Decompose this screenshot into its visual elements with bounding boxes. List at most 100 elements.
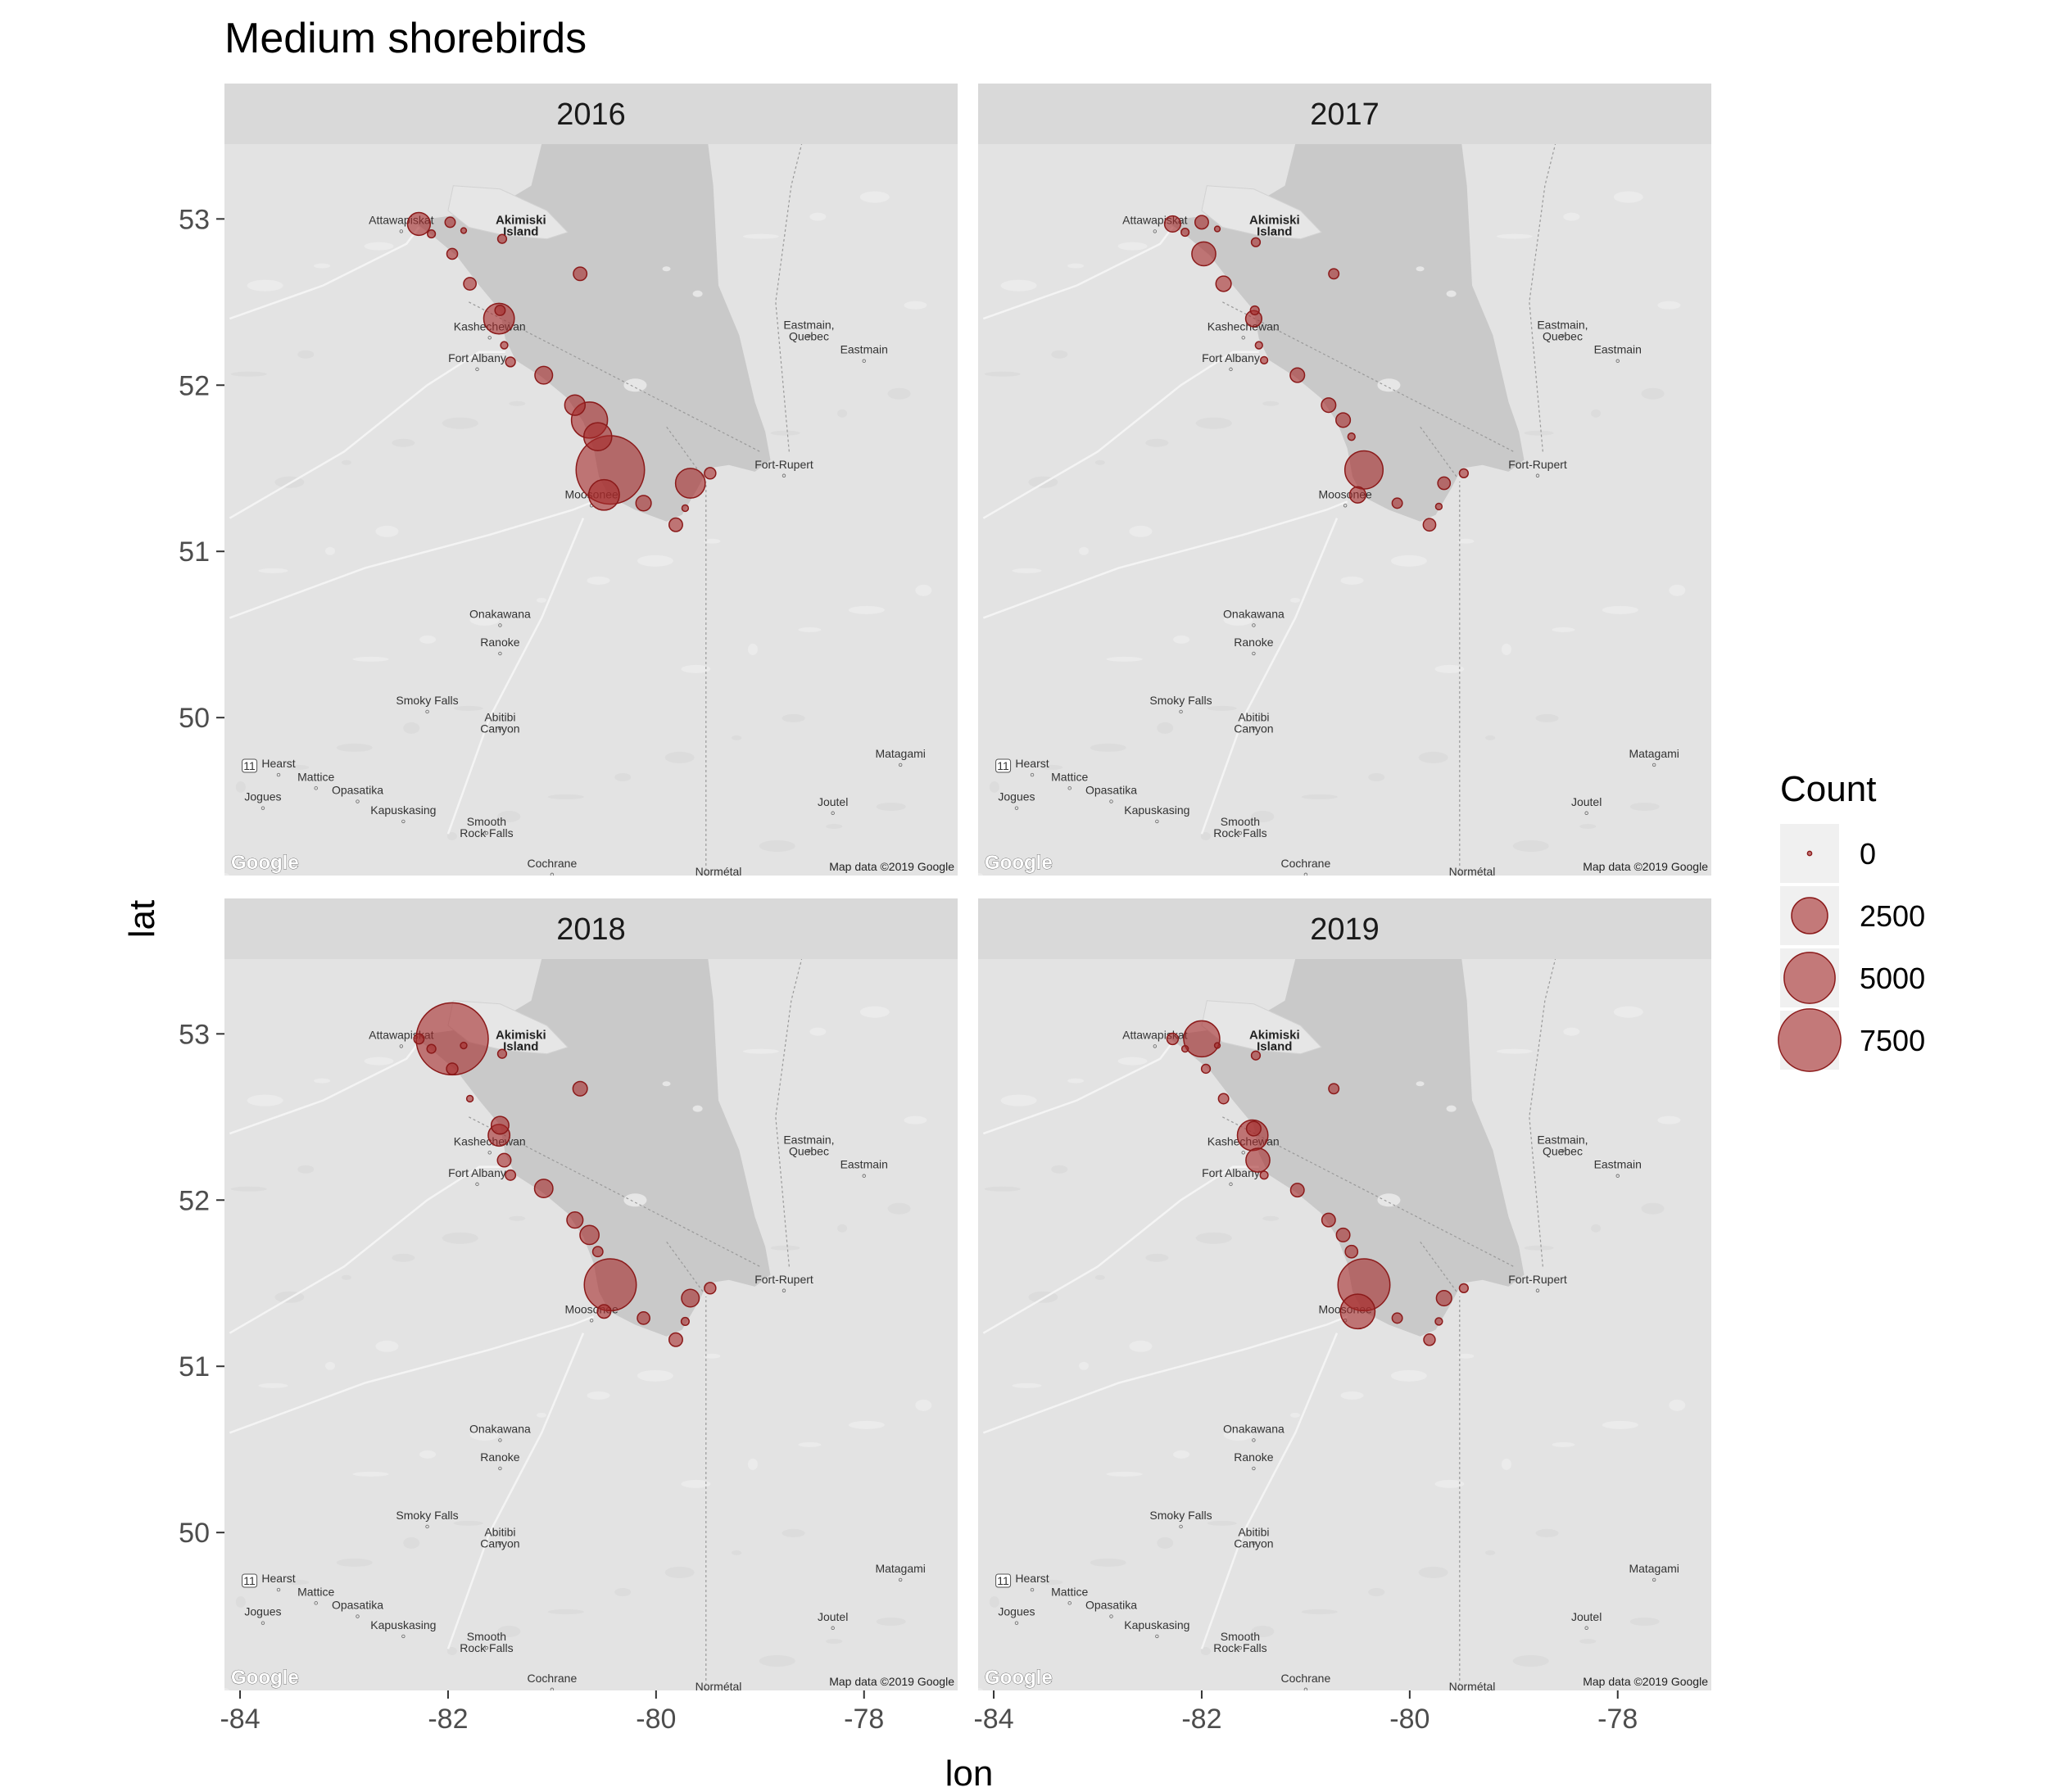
highway-11-label: 11	[997, 1574, 1009, 1587]
facet-strip	[978, 898, 1711, 959]
place-label: Eastmain, Quebec	[1537, 1133, 1588, 1157]
survey-point	[583, 1258, 637, 1312]
terrain-patch	[1512, 839, 1549, 852]
y-tick-label: 52	[179, 1185, 210, 1216]
y-tick-label: 53	[179, 1019, 210, 1050]
survey-point	[681, 504, 690, 513]
terrain-patch	[1390, 1369, 1427, 1382]
terrain-patch	[1579, 823, 1597, 829]
x-tick-label: -84	[220, 1704, 260, 1735]
highway-11-shield	[995, 758, 1012, 773]
terrain-patch	[876, 1617, 906, 1626]
place-marker	[1584, 811, 1588, 815]
small-island	[692, 1105, 703, 1112]
place-label: Eastmain	[1594, 1158, 1642, 1171]
facet-panel-2017: 2017 Akimiski IslandAttawapiskatKashechewa…	[978, 84, 1711, 876]
place-marker	[1252, 651, 1256, 656]
boundary-line	[469, 1116, 761, 1267]
survey-point	[680, 1316, 690, 1327]
terrain-patch	[1657, 1115, 1681, 1125]
terrain-patch	[704, 1353, 721, 1359]
terrain-patch	[324, 546, 335, 555]
terrain-patch	[1501, 1458, 1511, 1470]
place-label: Cochrane	[528, 857, 578, 870]
terrain-patch	[1145, 1253, 1169, 1262]
terrain-patch	[1157, 1536, 1174, 1549]
map-attribution: Map data ©2019 Google	[829, 860, 954, 873]
place-marker	[1153, 1044, 1158, 1048]
terrain-patch	[258, 1382, 288, 1388]
place-label: Ranoke	[1234, 1450, 1273, 1464]
survey-point	[1339, 1293, 1376, 1330]
survey-point	[406, 211, 432, 237]
place-marker	[1272, 1044, 1277, 1048]
place-marker	[519, 229, 523, 233]
highway-11-label: 11	[243, 1574, 256, 1587]
place-label: Fort Albany	[448, 351, 506, 364]
terrain-patch	[1067, 1078, 1085, 1084]
place-marker	[862, 1174, 866, 1178]
terrain-patch	[1207, 705, 1237, 711]
terrain-patch	[453, 705, 483, 711]
place-label: Opasatika	[1085, 1599, 1137, 1612]
y-tick-label: 52	[179, 370, 210, 401]
survey-point	[1163, 215, 1181, 233]
terrain-patch	[1289, 597, 1300, 603]
terrain-patch	[1094, 1274, 1105, 1280]
terrain-patch	[446, 1646, 457, 1655]
google-logo: Google	[231, 1667, 299, 1689]
terrain-patch	[1106, 1471, 1143, 1477]
place-marker	[401, 1634, 406, 1639]
terrain-patch	[614, 1587, 632, 1596]
place-label: Fort-Rupert	[754, 458, 813, 471]
terrain-patch	[876, 802, 906, 811]
place-marker	[1652, 763, 1656, 767]
place-label: Matagami	[875, 747, 925, 760]
survey-point	[1391, 1312, 1403, 1324]
terrain-patch	[1117, 242, 1148, 251]
legend-symbol	[1778, 1008, 1842, 1072]
place-label: Eastmain, Quebec	[783, 1133, 834, 1157]
terrain-patch	[1145, 438, 1169, 447]
survey-point	[505, 356, 516, 368]
terrain-patch	[247, 279, 283, 292]
survey-point	[668, 1332, 683, 1347]
terrain-patch	[798, 1441, 822, 1447]
place-label: Jogues	[998, 1605, 1035, 1618]
survey-point	[1328, 268, 1340, 280]
place-marker	[1109, 1614, 1113, 1618]
small-island	[1416, 1081, 1425, 1087]
survey-point	[1180, 227, 1190, 238]
x-axis-title: lon	[945, 1754, 994, 1792]
terrain-patch	[419, 1450, 437, 1459]
place-marker	[1252, 623, 1256, 627]
boundary-line	[1529, 959, 1556, 1267]
boundary-line	[1420, 1241, 1457, 1292]
place-label: Kapuskasing	[1124, 1618, 1189, 1631]
terrain-patch	[324, 1361, 335, 1370]
survey-point	[426, 1043, 437, 1054]
place-label: Cochrane	[1281, 1672, 1331, 1685]
terrain-patch	[1591, 1224, 1602, 1233]
place-label: Hearst	[1015, 1572, 1049, 1585]
place-marker	[314, 786, 318, 790]
basemap: AkimiskiIslandAttawapiskatKashechewanFor…	[224, 144, 958, 876]
place-label: Mattice	[1051, 1585, 1088, 1598]
terrain-patch	[1000, 279, 1037, 292]
place-marker	[1067, 786, 1072, 790]
place-marker	[1109, 799, 1113, 803]
terrain-patch	[848, 1420, 885, 1429]
survey-point	[446, 1062, 459, 1075]
survey-point	[533, 1179, 554, 1199]
terrain-patch	[497, 810, 521, 822]
terrain-patch	[1496, 233, 1533, 239]
place-marker	[1179, 1524, 1183, 1529]
terrain-patch	[1602, 1420, 1638, 1429]
terrain-patch	[1641, 1202, 1665, 1215]
terrain-patch	[403, 722, 420, 734]
terrain-patch	[1173, 1450, 1190, 1459]
count-points	[1166, 1020, 1469, 1346]
survey-point	[587, 478, 620, 511]
terrain-patch	[1485, 1550, 1496, 1555]
terrain-patch	[446, 831, 457, 840]
